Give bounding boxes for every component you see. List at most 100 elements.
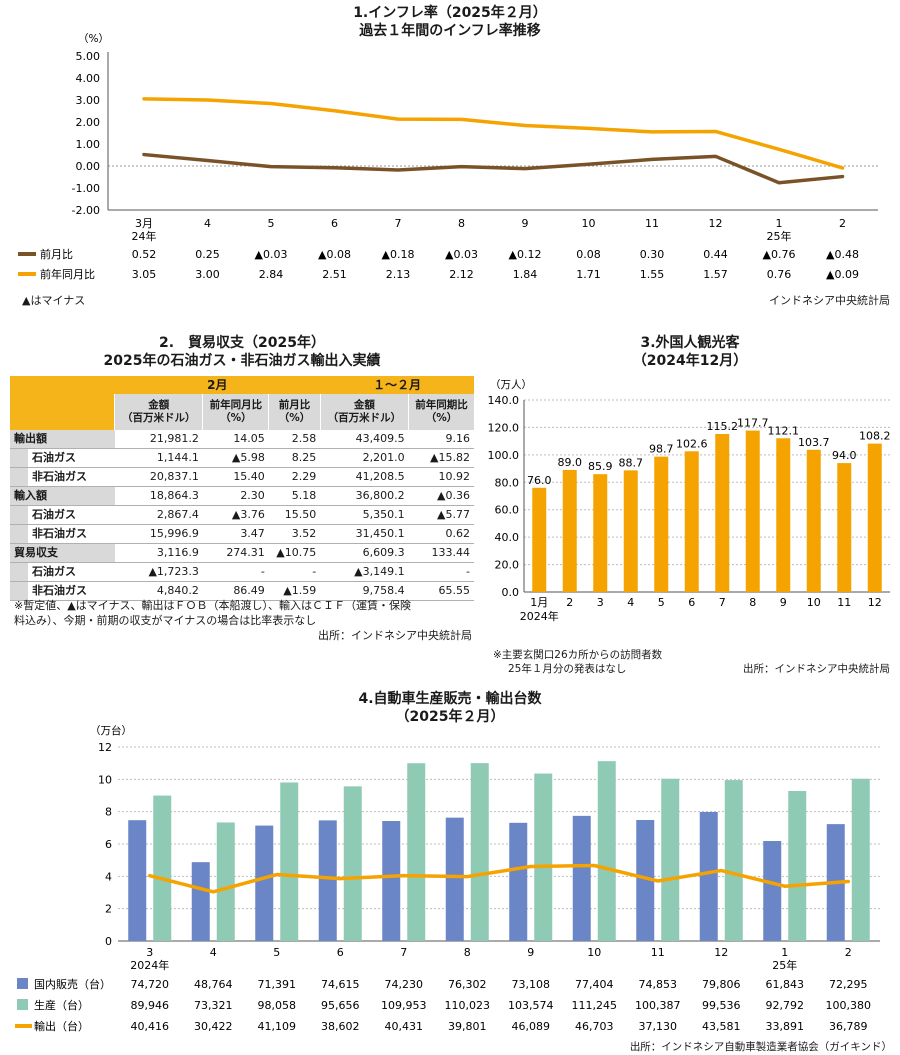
- auto-value-label: 36,789: [829, 1020, 868, 1033]
- trade-col-header-unit: （%）: [278, 412, 311, 424]
- trade-cell: 4,840.2: [114, 581, 203, 601]
- auto-bar: [763, 841, 782, 941]
- auto-xtick: 8: [464, 946, 471, 959]
- inflation-value-label: 0.25: [195, 248, 220, 261]
- tourists-bar: [562, 469, 577, 592]
- tourists-subtitle: （2024年12月）: [632, 353, 748, 369]
- inflation-value-label: 0.52: [132, 248, 157, 261]
- trade-cell: 65.55: [408, 581, 474, 601]
- inflation-value-label: ▲0.48: [826, 248, 859, 261]
- auto-value-label: 61,843: [766, 978, 805, 991]
- auto-ytick: 0: [105, 935, 112, 948]
- tourists-title: 3.外国人観光客: [640, 335, 740, 351]
- inflation-value-label: ▲0.12: [509, 248, 542, 261]
- tourists-value-label: 117.7: [737, 417, 769, 430]
- tourists-xtick: 8: [749, 596, 756, 609]
- trade-title: 2. 貿易収支（2025年）: [158, 335, 326, 351]
- trade-row-label: 輸入額: [10, 486, 115, 506]
- auto-xtick: 9: [527, 946, 534, 959]
- trade-cell: 1,144.1: [114, 448, 203, 468]
- inflation-value-label: 1.57: [703, 268, 728, 281]
- trade-row: 非石油ガス 15,996.9 3.47 3.52 31,450.1 0.62: [10, 524, 474, 544]
- auto-value-label: 74,230: [385, 978, 424, 991]
- trade-cell: 9,758.4: [320, 581, 409, 601]
- auto-bar: [191, 862, 210, 941]
- trade-cell: 43,409.5: [320, 430, 409, 449]
- tourists-value-label: 76.0: [527, 474, 552, 487]
- inflation-value-label: 3.05: [132, 268, 157, 281]
- tourists-xtick: 10: [807, 596, 821, 609]
- auto-bar: [534, 773, 553, 941]
- inflation-value-label: 1.84: [513, 268, 538, 281]
- auto-value-label: 71,391: [258, 978, 297, 991]
- auto-bar: [788, 790, 807, 941]
- auto-value-label: 46,089: [512, 1020, 551, 1033]
- inflation-value-label: 3.00: [195, 268, 220, 281]
- inflation-xtick: 9: [522, 217, 529, 230]
- trade-cell: 3.47: [202, 524, 269, 544]
- auto-value-label: 33,891: [766, 1020, 805, 1033]
- inflation-xtick: 1: [776, 217, 783, 230]
- trade-cell: 2,867.4: [114, 505, 203, 525]
- trade-row-label: 石油ガス: [10, 448, 115, 468]
- tourists-ytick: 20.0: [495, 559, 520, 572]
- inflation-value-label: ▲0.76: [763, 248, 796, 261]
- auto-bar: [509, 822, 528, 941]
- inflation-legend-label: 前月比: [40, 247, 73, 261]
- auto-value-label: 98,058: [258, 999, 297, 1012]
- tourists-bar: [654, 456, 669, 592]
- auto-value-label: 30,422: [194, 1020, 233, 1033]
- auto-value-label: 40,416: [131, 1020, 170, 1033]
- auto-source: 出所：インドネシア自動車製造業者協会（ガイキンド）: [629, 1041, 892, 1053]
- auto-bar: [382, 820, 401, 941]
- inflation-series-line: [142, 97, 845, 170]
- auto-xtick: 10: [587, 946, 601, 959]
- auto-bar: [597, 761, 616, 941]
- inflation-ytick: 2.00: [76, 116, 101, 129]
- trade-cell: 2.30: [202, 486, 269, 506]
- auto-value-label: 38,602: [321, 1020, 360, 1033]
- trade-cell: -: [268, 562, 321, 582]
- auto-xtick: 1: [781, 946, 788, 959]
- auto-bar: [470, 763, 489, 941]
- inflation-series-line: [142, 152, 845, 185]
- auto-bar: [318, 820, 337, 941]
- tourists-xtick: 7: [719, 596, 726, 609]
- auto-ytick: 12: [98, 741, 112, 754]
- trade-cell: 5,350.1: [320, 505, 409, 525]
- tourists-ytick: 100.0: [488, 449, 520, 462]
- trade-row: 石油ガス 1,144.1 ▲5.98 8.25 2,201.0 ▲15.82: [10, 448, 474, 468]
- tourists-bar: [623, 470, 638, 592]
- tourists-ytick: 60.0: [495, 504, 520, 517]
- inflation-title: 1.インフレ率（2025年２月）: [353, 5, 547, 21]
- auto-bar: [445, 817, 464, 941]
- tourists-value-label: 115.2: [707, 420, 739, 433]
- auto-xtick: 5: [273, 946, 280, 959]
- inflation-value-label: ▲0.18: [382, 248, 415, 261]
- tourists-xtick: 4: [627, 596, 634, 609]
- trade-cell: ▲1,723.3: [114, 562, 203, 582]
- tourists-bar: [776, 438, 791, 592]
- inflation-xtick: 2: [839, 217, 846, 230]
- tourists-year-label: 2024年: [520, 609, 559, 623]
- trade-col-header-main: 前年同月比: [209, 399, 263, 411]
- trade-cell: ▲15.82: [408, 448, 474, 468]
- inflation-value-label: ▲0.09: [826, 268, 859, 281]
- auto-bar: [343, 786, 362, 941]
- trade-row-label: 非石油ガス: [10, 524, 115, 544]
- auto-xtick: 11: [651, 946, 665, 959]
- auto-value-label: 110,023: [445, 999, 491, 1012]
- auto-value-label: 111,245: [572, 999, 618, 1012]
- auto-bar: [255, 825, 274, 941]
- trade-col-header-main: 前月比: [278, 399, 311, 411]
- inflation-value-label: 0.08: [576, 248, 601, 261]
- trade-table: 2月 １～２月 金額 （百万米ドル） 前年同月比 （%） 前月比 （%） 金額 （百万米ドル）…: [10, 376, 474, 601]
- trade-cell: 14.05: [202, 430, 269, 449]
- inflation-xtick: 5: [268, 217, 275, 230]
- auto-value-label: 41,109: [258, 1020, 297, 1033]
- tourists-value-label: 85.9: [588, 460, 613, 473]
- auto-value-label: 95,656: [321, 999, 360, 1012]
- auto-xtick: 6: [337, 946, 344, 959]
- auto-value-label: 37,130: [639, 1020, 678, 1033]
- trade-period-feb: 2月: [114, 376, 321, 394]
